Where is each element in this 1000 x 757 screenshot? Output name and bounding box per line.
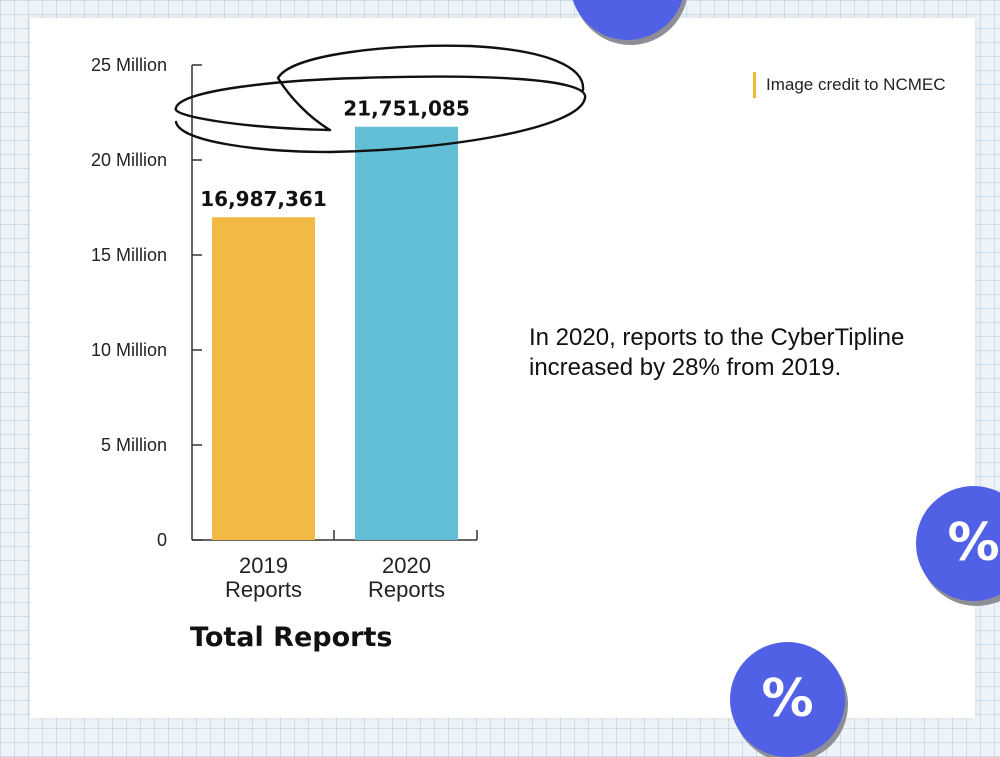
y-tick-label: 5 Million bbox=[101, 435, 167, 455]
x-category-label: 2020 bbox=[382, 553, 431, 578]
bar-2019 bbox=[212, 217, 315, 540]
y-tick-label: 10 Million bbox=[91, 340, 167, 360]
chart-note: In 2020, reports to the CyberTipline inc… bbox=[529, 324, 905, 381]
x-category-label: 2019 bbox=[239, 553, 288, 578]
percent-badge-icon: % bbox=[916, 486, 1000, 601]
x-category-label: Reports bbox=[225, 577, 302, 602]
x-axis-title: Total Reports bbox=[190, 622, 392, 653]
y-tick-label: 25 Million bbox=[91, 55, 167, 75]
y-tick-label: 15 Million bbox=[91, 245, 167, 265]
y-tick-label: 0 bbox=[157, 530, 167, 550]
image-credit: Image credit to NCMEC bbox=[753, 72, 946, 98]
hand-drawn-ellipse bbox=[174, 44, 587, 154]
bar-2020 bbox=[355, 126, 458, 541]
y-tick-label: 20 Million bbox=[91, 150, 167, 170]
chart-card: 0 5 Million 10 Million 15 Million 20 Million… bbox=[30, 18, 975, 718]
x-category-label: Reports bbox=[368, 577, 445, 602]
bar-value-label: 21,751,085 bbox=[343, 97, 470, 121]
bar-value-label: 16,987,361 bbox=[200, 187, 327, 211]
bar-chart: 0 5 Million 10 Million 15 Million 20 Million… bbox=[91, 44, 587, 653]
